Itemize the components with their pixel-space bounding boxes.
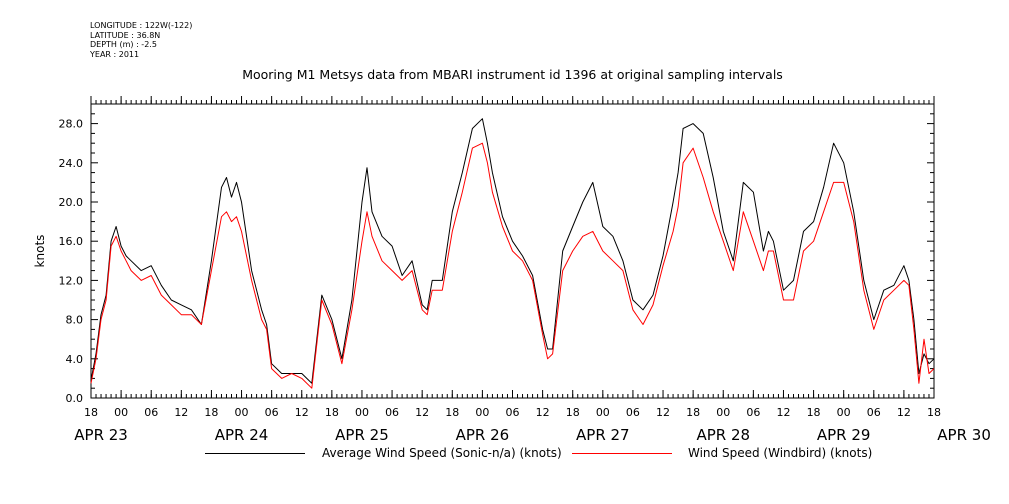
metadata-longitude: LONGITUDE : 122W(-122) [90, 21, 193, 30]
x-tick-label: 06 [506, 406, 520, 419]
series-line-1 [90, 142, 935, 389]
y-tick-label: 28.0 [59, 118, 84, 131]
x-tick-label: 12 [295, 406, 309, 419]
x-tick-label: 00 [716, 406, 730, 419]
x-tick-label: 06 [144, 406, 158, 419]
x-date-label: APR 27 [576, 426, 630, 444]
x-tick-label: 18 [445, 406, 459, 419]
x-tick-label: 00 [837, 406, 851, 419]
x-tick-label: 06 [265, 406, 279, 419]
y-tick-label: 20.0 [59, 196, 84, 209]
x-tick-label: 12 [656, 406, 670, 419]
legend-label-sonic: Average Wind Speed (Sonic-n/a) (knots) [322, 446, 562, 460]
x-date-label: APR 30 [937, 426, 991, 444]
y-tick-label: 4.0 [66, 353, 84, 366]
series-line-0 [90, 118, 935, 384]
x-date-label: APR 28 [696, 426, 750, 444]
x-tick-label: 00 [235, 406, 249, 419]
x-tick-label: 12 [776, 406, 790, 419]
x-tick-label: 18 [204, 406, 218, 419]
x-tick-label: 12 [536, 406, 550, 419]
chart-legend: Average Wind Speed (Sonic-n/a) (knots) W… [0, 443, 1009, 463]
x-tick-label: 00 [114, 406, 128, 419]
legend-line-sonic [205, 453, 305, 454]
x-tick-label: 06 [746, 406, 760, 419]
x-tick-label: 06 [867, 406, 881, 419]
x-tick-label: 18 [807, 406, 821, 419]
metadata-latitude: LATITUDE : 36.8N [90, 30, 161, 40]
station-metadata: LONGITUDE : 122W(-122) LATITUDE : 36.8N … [90, 21, 192, 59]
x-date-label: APR 24 [215, 426, 269, 444]
y-tick-label: 24.0 [59, 157, 84, 170]
y-tick-label: 0.0 [66, 392, 84, 405]
x-tick-label: 12 [897, 406, 911, 419]
x-tick-label: 12 [174, 406, 188, 419]
legend-label-windbird: Wind Speed (Windbird) (knots) [688, 446, 873, 460]
y-tick-label: 16.0 [59, 235, 84, 248]
y-axis-label: knots [33, 235, 47, 268]
x-tick-label: 18 [566, 406, 580, 419]
x-tick-label: 00 [355, 406, 369, 419]
x-tick-label: 00 [475, 406, 489, 419]
y-tick-label: 8.0 [66, 314, 84, 327]
x-tick-label: 18 [325, 406, 339, 419]
x-date-label: APR 29 [817, 426, 871, 444]
x-date-label: APR 23 [74, 426, 128, 444]
x-date-label: APR 26 [456, 426, 510, 444]
x-tick-label: 18 [84, 406, 98, 419]
x-tick-label: 06 [626, 406, 640, 419]
x-date-label: APR 25 [335, 426, 389, 444]
legend-line-windbird [572, 453, 672, 454]
y-tick-label: 12.0 [59, 274, 84, 287]
x-tick-label: 18 [686, 406, 700, 419]
x-tick-label: 06 [385, 406, 399, 419]
x-tick-label: 00 [596, 406, 610, 419]
x-tick-label: 18 [927, 406, 941, 419]
metadata-year: YEAR : 2011 [90, 49, 140, 59]
x-tick-label: 12 [415, 406, 429, 419]
chart-title: Mooring M1 Metsys data from MBARI instru… [242, 67, 783, 82]
metadata-depth: DEPTH (m) : -2.5 [90, 40, 157, 49]
